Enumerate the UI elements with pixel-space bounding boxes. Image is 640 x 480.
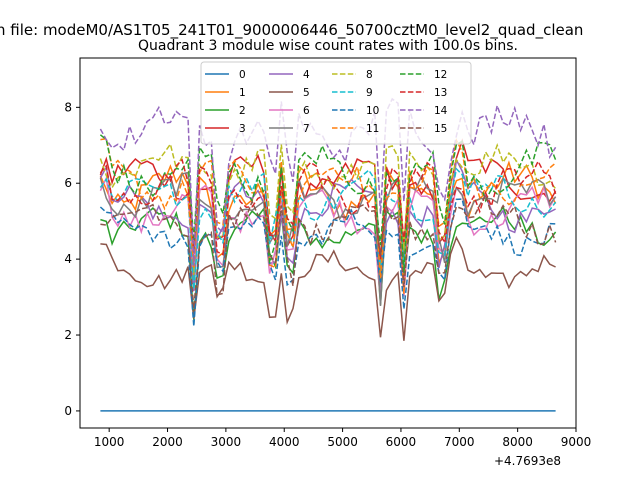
- legend-label-9: 9: [366, 87, 373, 99]
- y-tick-label: 0: [64, 404, 72, 418]
- legend-label-1: 1: [239, 87, 246, 99]
- y-tick-label: 4: [64, 252, 72, 266]
- x-tick-label: 7000: [444, 435, 475, 449]
- legend-label-15: 15: [434, 123, 447, 135]
- chart-title: Quadrant 3 module wise count rates with …: [138, 38, 518, 54]
- series-line-9: [99, 167, 557, 290]
- plot-area-frame: [79, 57, 577, 429]
- x-tick-label: 3000: [211, 435, 242, 449]
- series-line-4: [99, 157, 556, 293]
- legend-label-6: 6: [303, 105, 310, 117]
- legend-label-8: 8: [366, 69, 373, 81]
- legend-label-11: 11: [366, 123, 379, 135]
- legend-box: [200, 61, 472, 145]
- x-tick-label: 6000: [386, 435, 417, 449]
- legend-label-5: 5: [303, 87, 310, 99]
- legend-label-3: 3: [239, 123, 246, 135]
- legend-label-12: 12: [434, 69, 447, 81]
- series-line-6: [99, 175, 557, 300]
- series-line-14: [99, 97, 557, 266]
- series-layer: [99, 97, 557, 412]
- x-offset-label: +4.7693e8: [494, 454, 561, 468]
- y-tick-label: 8: [64, 100, 72, 114]
- series-line-11: [100, 137, 557, 294]
- x-tick-label: 2000: [152, 435, 183, 449]
- y-tick-label: 6: [64, 176, 72, 190]
- x-tick-label: 4000: [269, 435, 300, 449]
- x-tick-label: 8000: [502, 435, 533, 449]
- legend-label-0: 0: [239, 69, 246, 81]
- figure-suptitle: n file: modeM0/AS1T05_241T01_9000006446_…: [0, 21, 583, 40]
- tick-layer: 1000 2000 3000 4000 5000 6000 7000 8000 9000 0 2 4 6…: [64, 100, 591, 449]
- series-line-8: [99, 142, 557, 275]
- y-tick-label: 2: [64, 328, 72, 342]
- series-line-13: [99, 158, 557, 260]
- legend-label-14: 14: [434, 105, 448, 117]
- series-line-15: [100, 193, 557, 309]
- series-line-5: [100, 235, 556, 341]
- legend-label-10: 10: [366, 105, 379, 117]
- x-tick-label: 9000: [561, 435, 592, 449]
- legend-label-4: 4: [303, 69, 310, 81]
- legend-label-13: 13: [434, 87, 447, 99]
- x-tick-label: 5000: [327, 435, 358, 449]
- legend-label-2: 2: [239, 105, 246, 117]
- x-tick-label: 1000: [94, 435, 125, 449]
- series-line-12: [99, 134, 557, 273]
- legend-label-7: 7: [303, 123, 310, 135]
